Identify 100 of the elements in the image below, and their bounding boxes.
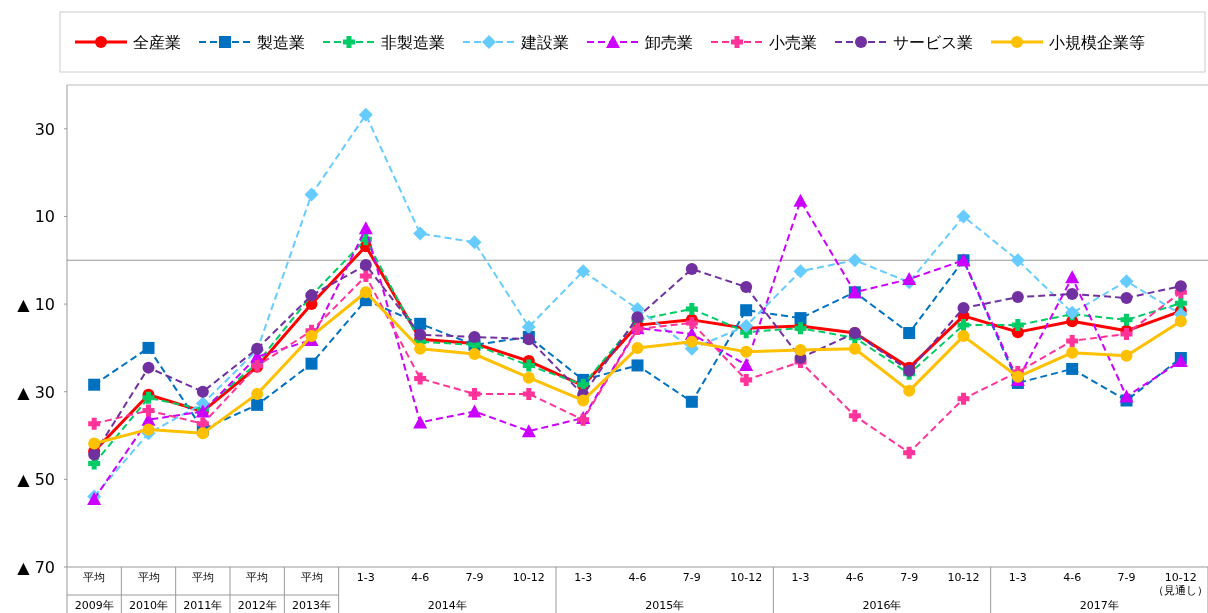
- y-tick-label: 10: [34, 207, 55, 227]
- y-tick-label: ▲ 10: [17, 295, 55, 315]
- point: [848, 342, 861, 355]
- x-tick-label: 1-3: [1008, 571, 1027, 584]
- legend-label: 小規模企業等: [1049, 33, 1145, 52]
- point: [1174, 297, 1187, 310]
- text: 2014年: [427, 599, 467, 612]
- point: [468, 348, 481, 361]
- point: [359, 286, 372, 299]
- point: [903, 446, 916, 459]
- text: 2013年: [292, 599, 331, 612]
- x-tick-label: 4-6: [1063, 571, 1082, 584]
- point: [577, 394, 590, 407]
- point: [142, 341, 155, 354]
- point: [359, 270, 372, 283]
- point: [793, 193, 808, 207]
- point: [740, 304, 753, 317]
- point: [1174, 280, 1187, 293]
- point: [685, 335, 698, 348]
- y-tick-label: ▲ 70: [17, 558, 55, 577]
- point: [957, 330, 970, 343]
- y-tick-label: ▲ 30: [17, 382, 55, 402]
- point: [903, 384, 916, 397]
- point: [576, 264, 591, 279]
- x-tick-label: 4-6: [628, 571, 647, 584]
- point: [1066, 334, 1079, 347]
- x-tick-label: 7-9: [682, 571, 701, 584]
- point: [957, 319, 970, 332]
- point: [956, 209, 971, 224]
- legend-label: 卸売業: [645, 33, 693, 52]
- text: 2010年: [129, 599, 168, 612]
- legend-label: 全産業: [133, 33, 181, 52]
- point: [196, 385, 209, 398]
- point: [468, 387, 481, 400]
- point: [1066, 288, 1079, 301]
- point: [1066, 362, 1079, 375]
- x-tick-label: 平均: [191, 571, 214, 584]
- x-tick-label: 10-12 （見通し）: [1153, 571, 1208, 598]
- x-tick-label: 10-12: [730, 571, 763, 584]
- point: [739, 358, 754, 371]
- point: [522, 387, 535, 400]
- point: [1011, 319, 1024, 332]
- point: [685, 395, 698, 408]
- point: [794, 312, 807, 325]
- point: [467, 235, 482, 250]
- point: [521, 424, 536, 438]
- point: [631, 359, 644, 372]
- x-tick-label: 4-6: [411, 571, 430, 584]
- x-tick-label: 1-3: [356, 571, 375, 584]
- point: [1120, 313, 1133, 326]
- legend-label: 建設業: [520, 33, 569, 52]
- point: [1066, 346, 1079, 359]
- x-tick-label: 7-9: [900, 571, 919, 584]
- point: [468, 330, 481, 343]
- point: [467, 404, 482, 418]
- point: [1011, 291, 1024, 304]
- point: [685, 302, 698, 315]
- point: [196, 427, 209, 440]
- point: [903, 327, 916, 340]
- point: [1174, 315, 1187, 328]
- point: [304, 187, 319, 202]
- legend-label: 製造業: [257, 33, 305, 52]
- x-tick-label: 10-12: [947, 571, 980, 584]
- point: [793, 264, 808, 279]
- point: [251, 398, 264, 411]
- text: 2016年: [862, 599, 902, 612]
- text: 2011年: [183, 599, 223, 612]
- point: [359, 259, 372, 272]
- point: [414, 372, 427, 385]
- point: [414, 342, 427, 355]
- point: [521, 319, 536, 334]
- x-tick-label: 平均: [246, 571, 269, 584]
- point: [740, 345, 753, 358]
- x-tick-label: 7-9: [465, 571, 484, 584]
- point: [685, 263, 698, 276]
- point: [1119, 274, 1134, 289]
- point: [1119, 389, 1134, 403]
- point: [740, 373, 753, 386]
- point: [88, 417, 101, 430]
- point: [848, 409, 861, 422]
- point: [142, 361, 155, 374]
- legend-label: 小売業: [769, 33, 817, 52]
- point: [88, 437, 101, 450]
- point: [631, 341, 644, 354]
- point: [1120, 291, 1133, 304]
- point: [522, 359, 535, 372]
- point: [305, 357, 318, 370]
- y-tick-label: ▲ 50: [17, 470, 55, 490]
- text: 2009年: [74, 599, 114, 612]
- point: [1173, 354, 1188, 368]
- text: 2015年: [645, 599, 685, 612]
- x-tick-label: 7-9: [1117, 571, 1136, 584]
- point: [1010, 253, 1025, 268]
- point: [413, 415, 428, 429]
- point: [902, 272, 917, 286]
- point: [251, 387, 264, 400]
- x-tick-label: 4-6: [845, 571, 864, 584]
- point: [957, 302, 970, 315]
- x-tick-label: 10-12: [512, 571, 545, 584]
- point: [522, 371, 535, 384]
